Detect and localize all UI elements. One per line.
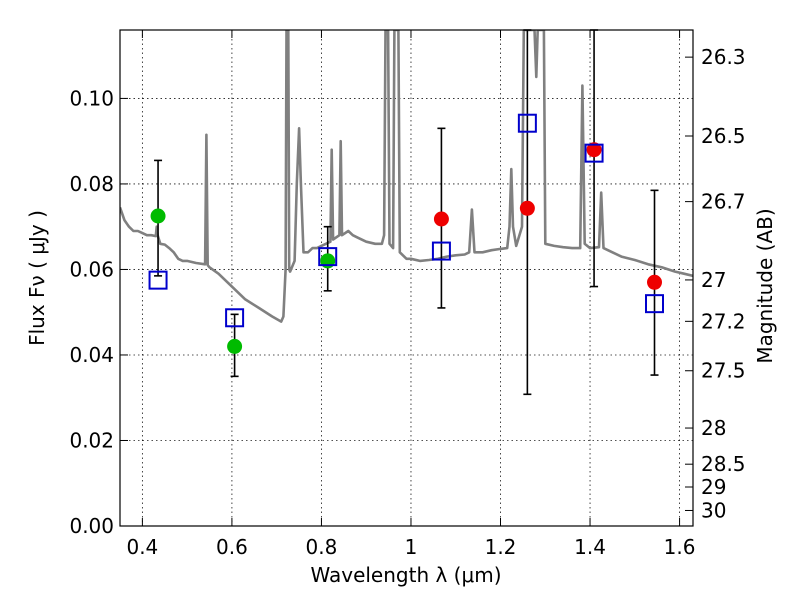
y-tick-label: 0.02 (69, 428, 114, 452)
y-tick-label: 0.06 (69, 257, 114, 281)
model-point (148, 270, 168, 290)
model-point (517, 113, 537, 133)
x-tick-label: 0.6 (216, 535, 248, 559)
plot-frame (119, 29, 694, 527)
mag-tick-label: 28 (701, 416, 726, 440)
mag-tick-label: 27.5 (701, 359, 746, 383)
x-axis-title: Wavelength λ (μm) (310, 563, 501, 587)
mag-tick-label: 26.5 (701, 124, 746, 148)
observed-point (320, 253, 336, 269)
observed-point (519, 200, 535, 216)
tick-layer: 0.4 0.6 0.8 1 1.2 1.4 1.6 0.00 0.02 0.04 0.06 0.08 0… (69, 30, 746, 559)
observed-point (647, 274, 663, 290)
y-tick-label: 0.08 (69, 172, 114, 196)
observed-point (227, 338, 243, 354)
model-point (318, 247, 338, 267)
grid-layer (120, 30, 693, 527)
x-tick-label: 0.4 (126, 535, 158, 559)
mag-tick-label: 30 (701, 498, 726, 522)
mag-tick-label: 28.5 (701, 452, 746, 476)
observed-point (433, 211, 449, 227)
model-point (584, 143, 604, 163)
y-tick-label: 0.04 (69, 343, 114, 367)
model-point (431, 241, 451, 261)
mag-tick-label: 26.3 (701, 45, 746, 69)
y-tick-label: 0.10 (69, 86, 114, 110)
model-spectrum-line (120, 30, 693, 323)
mag-tick-label: 27 (701, 268, 726, 292)
mag-tick-label: 29 (701, 475, 726, 499)
x-tick-label: 1.2 (485, 535, 517, 559)
mag-tick-label: 26.7 (701, 190, 746, 214)
marker-layer (148, 29, 665, 396)
x-tick-label: 0.8 (306, 535, 338, 559)
x-tick-label: 1 (405, 535, 418, 559)
observed-point (150, 208, 166, 224)
observed-point (586, 142, 602, 158)
mag-tick-label: 27.2 (701, 309, 746, 333)
y2-axis-title: Magnitude (AB) (753, 208, 777, 363)
model-point (645, 294, 665, 314)
y-tick-label: 0.00 (69, 514, 114, 538)
x-tick-label: 1.6 (664, 535, 696, 559)
y-axis-title: Flux Fν ( μJy ) (25, 210, 49, 346)
spectrum-layer (120, 30, 693, 323)
model-point (225, 308, 245, 328)
x-tick-label: 1.4 (574, 535, 606, 559)
